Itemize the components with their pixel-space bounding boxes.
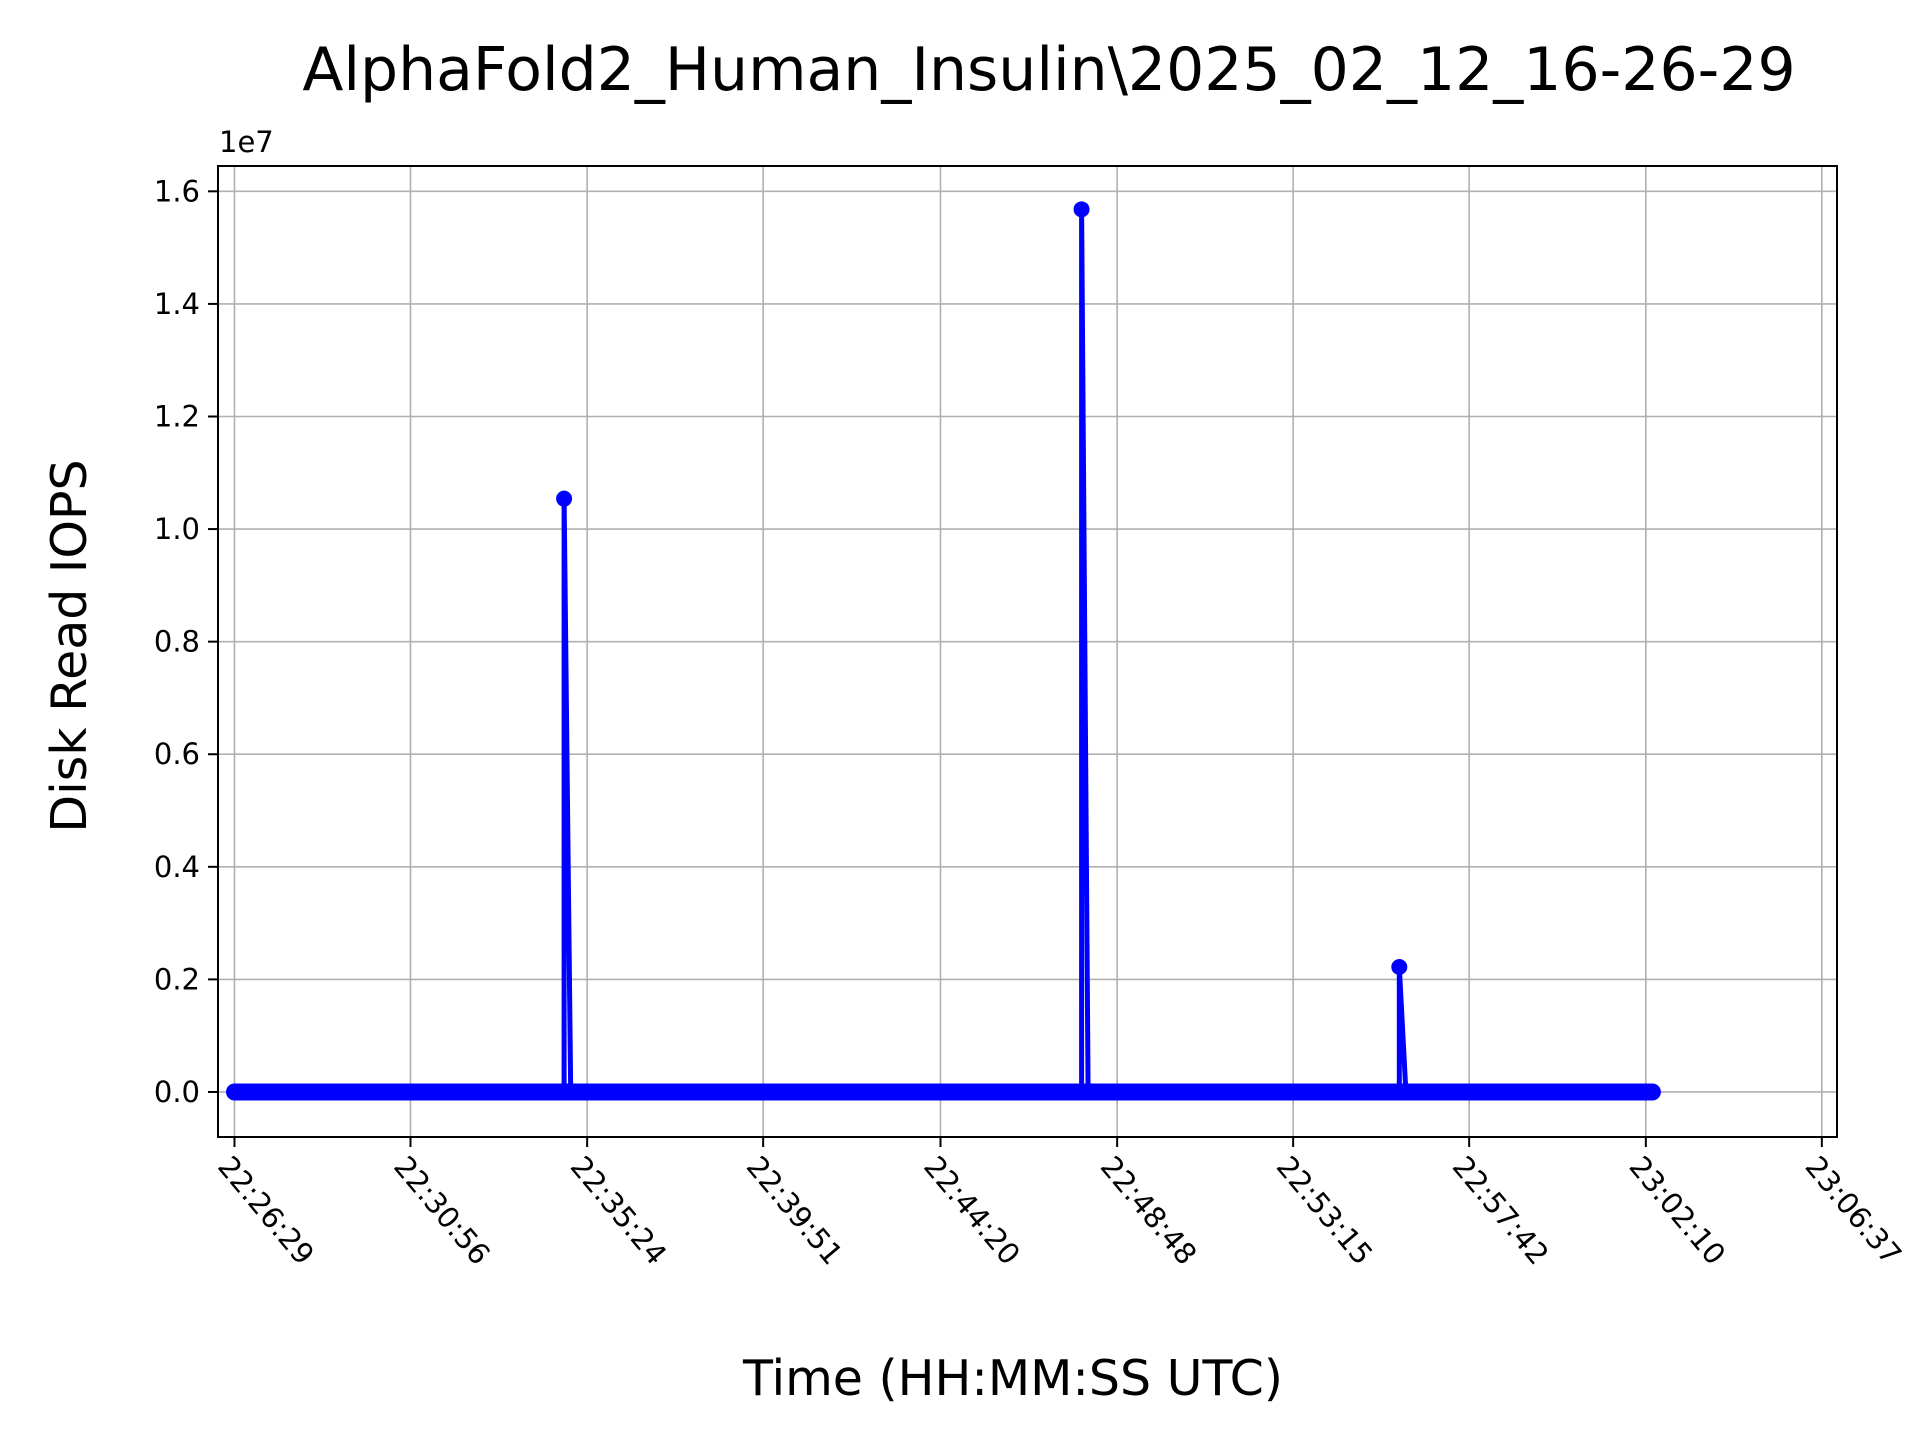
- series-line: [234, 206, 1653, 1095]
- y-tick-label: 1.2: [154, 399, 200, 433]
- data-point-peak: [556, 490, 573, 507]
- y-tick-label: 1.6: [154, 174, 200, 208]
- data-point-peak: [1073, 201, 1090, 218]
- x-tick-label: 22:48:48: [1094, 1150, 1204, 1272]
- y-tick-label: 0.4: [154, 850, 200, 884]
- x-axis-label: Time (HH:MM:SS UTC): [742, 1350, 1283, 1407]
- y-tick-label: 0.8: [154, 625, 200, 659]
- y-offset-label: 1e7: [219, 125, 274, 159]
- chart-title: AlphaFold2_Human_Insulin\2025_02_12_16-2…: [302, 35, 1795, 105]
- y-tick-label: 0.2: [154, 962, 200, 996]
- y-tick-label: 0.0: [154, 1075, 200, 1109]
- x-tick-label: 22:35:24: [564, 1150, 674, 1272]
- y-tick-label: 1.0: [154, 512, 200, 546]
- x-tick-label: 22:53:15: [1270, 1150, 1380, 1272]
- x-tick-label: 22:26:29: [211, 1150, 321, 1272]
- y-tick-label: 1.4: [154, 287, 200, 321]
- plot-area: [225, 201, 1661, 1101]
- y-tick-label: 0.6: [154, 737, 200, 771]
- x-tick-label: 23:02:10: [1622, 1150, 1732, 1272]
- x-tick-label: 22:39:51: [740, 1150, 850, 1272]
- plot-frame: [217, 165, 1838, 1138]
- x-tick-label: 22:57:42: [1446, 1150, 1556, 1272]
- x-tick-label: 22:44:20: [917, 1150, 1027, 1272]
- grid: [218, 166, 1837, 1137]
- x-tick-label: 23:06:37: [1798, 1150, 1908, 1272]
- data-point-peak: [1391, 959, 1408, 976]
- x-tick-label: 22:30:56: [387, 1150, 497, 1272]
- y-axis-label: Disk Read IOPS: [41, 459, 98, 832]
